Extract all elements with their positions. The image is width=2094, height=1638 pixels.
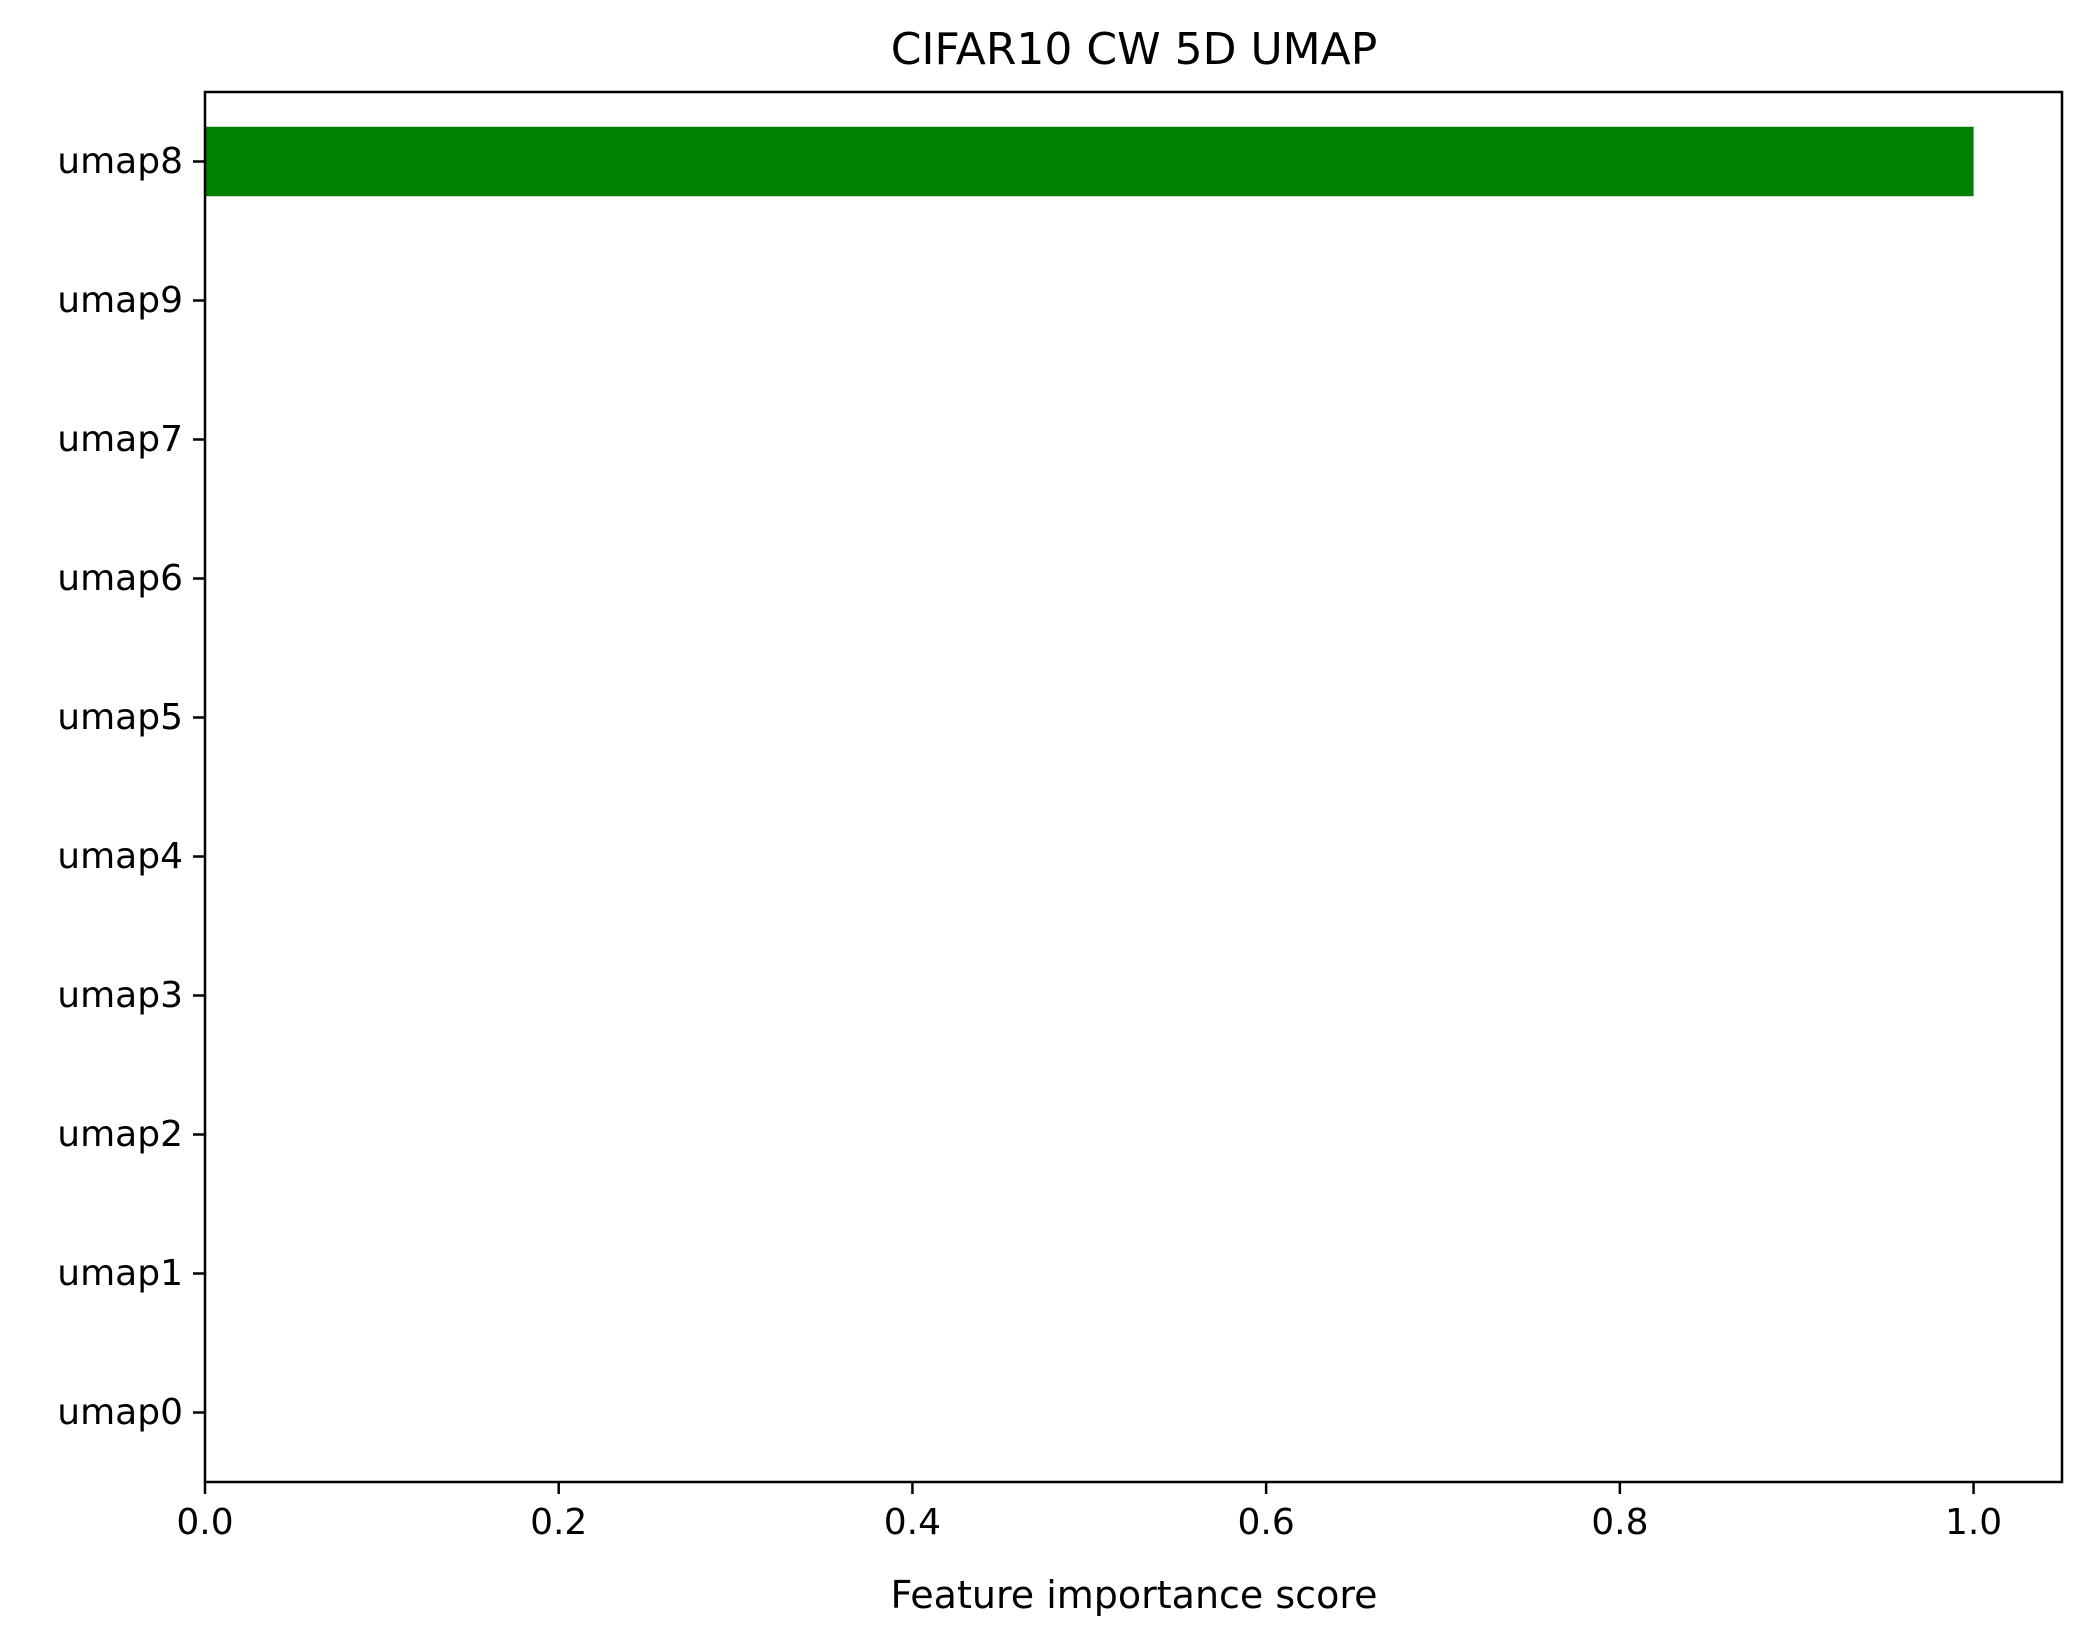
x-tick-label-0.4: 0.4 <box>884 1502 941 1543</box>
x-axis: 0.0 0.2 0.4 0.6 0.8 1.0 <box>176 1482 2002 1543</box>
plot-frame <box>203 90 2064 1484</box>
y-tick-label-umap1: umap1 <box>57 1253 183 1294</box>
chart-title: CIFAR10 CW 5D UMAP <box>891 24 1378 75</box>
y-tick-label-umap5: umap5 <box>57 697 183 738</box>
x-tick-label-0.8: 0.8 <box>1591 1502 1648 1543</box>
y-tick-label-umap3: umap3 <box>57 975 183 1016</box>
y-tick-label-umap2: umap2 <box>57 1114 183 1155</box>
x-axis-label: Feature importance score <box>891 1573 1378 1617</box>
x-tick-label-0.6: 0.6 <box>1238 1502 1295 1543</box>
y-tick-label-umap7: umap7 <box>57 419 183 460</box>
bars-layer <box>205 126 1974 197</box>
x-tick-label-0.0: 0.0 <box>176 1502 233 1543</box>
y-tick-label-umap4: umap4 <box>57 836 183 877</box>
x-tick-label-0.2: 0.2 <box>530 1502 587 1543</box>
y-tick-label-umap8: umap8 <box>57 141 183 182</box>
bar-umap8 <box>205 126 1974 197</box>
y-axis: umap8 umap9 umap7 umap6 umap5 umap4 umap3 umap2… <box>57 141 205 1433</box>
y-tick-label-umap6: umap6 <box>57 558 183 599</box>
x-tick-label-1.0: 1.0 <box>1945 1502 2002 1543</box>
y-tick-label-umap0: umap0 <box>57 1392 183 1433</box>
y-tick-label-umap9: umap9 <box>57 280 183 321</box>
